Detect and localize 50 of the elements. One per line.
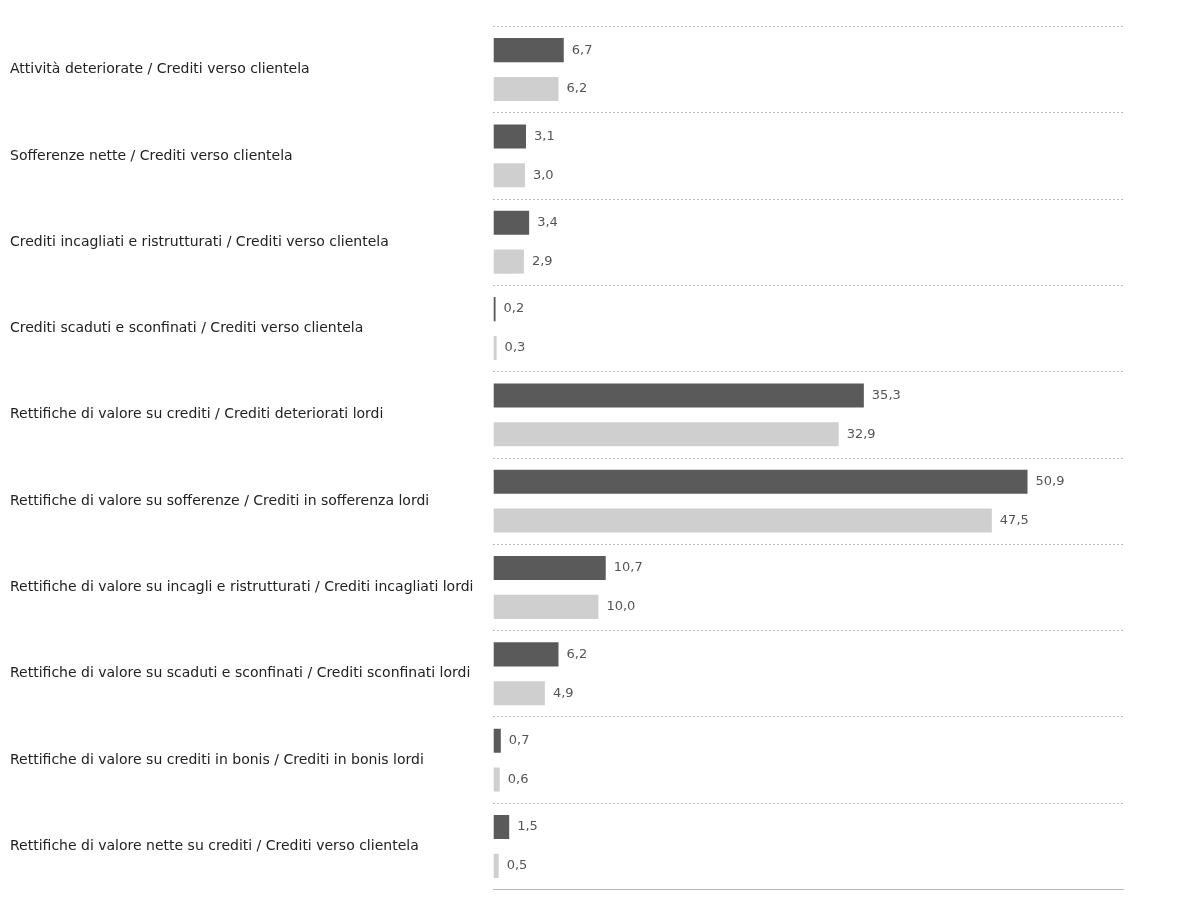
y-tick-label: Rettifiche di valore su incagli e ristrutturati / Crediti incagliati lordi: [10, 578, 474, 595]
bar: [493, 469, 1028, 494]
bar: [493, 76, 559, 102]
bar: [493, 249, 524, 274]
y-tick-label: Attività deteriorate / Crediti verso clientela: [10, 60, 310, 77]
data-label: 6,7: [571, 41, 593, 57]
y-tick-label: Rettifiche di valore su crediti / Crediti deteriorati lordi: [10, 405, 384, 422]
bar: [493, 814, 510, 840]
bar: [493, 383, 864, 408]
bar: [493, 38, 564, 63]
data-label: 6,2: [566, 645, 588, 661]
bar: [493, 728, 501, 753]
bar: [493, 335, 497, 360]
data-label: 0,2: [503, 300, 525, 316]
data-label: 3,4: [537, 214, 558, 230]
data-label: 0,3: [504, 339, 526, 355]
bar: [493, 594, 599, 619]
data-label: 47,5: [999, 511, 1029, 527]
data-label: 50,9: [1035, 473, 1065, 489]
bar: [493, 163, 525, 188]
data-label: 10,0: [606, 598, 636, 614]
data-label: 3,1: [533, 127, 555, 143]
bar: [493, 681, 545, 706]
y-tick-label: Rettifiche di valore su sofferenze / Crediti in sofferenza lordi: [10, 491, 430, 508]
bar: [493, 210, 530, 235]
bar: [493, 853, 499, 878]
data-label: 3,0: [532, 166, 554, 182]
y-tick-label: Rettifiche di valore su crediti in bonis / Crediti in bonis lordi: [10, 750, 424, 767]
data-label: 35,3: [871, 386, 901, 402]
bar: [493, 297, 496, 322]
data-label: 0,5: [506, 857, 528, 873]
data-label: 0,7: [508, 732, 530, 748]
bar: [493, 422, 839, 447]
data-label: 0,6: [507, 770, 529, 786]
y-tick-label: Sofferenze nette / Crediti verso clientela: [10, 146, 293, 163]
data-label: 6,2: [566, 80, 588, 96]
y-tick-label: Rettifiche di valore su scaduti e sconfinati / Crediti sconfinati lordi: [10, 664, 471, 681]
data-label: 2,9: [531, 253, 553, 268]
bar: [493, 642, 559, 667]
bar: [493, 556, 606, 581]
bar: [493, 508, 992, 533]
data-label: 1,5: [517, 818, 538, 834]
y-tick-label: Crediti incagliati e ristrutturati / Crediti verso clientela: [10, 232, 389, 249]
y-tick-label: Crediti scaduti e sconfinati / Crediti verso clientela: [10, 319, 364, 336]
bar: [493, 767, 500, 792]
data-label: 32,9: [846, 425, 876, 441]
y-tick-label: Rettifiche di valore nette su crediti / Crediti verso clientela: [10, 837, 419, 854]
bar: [493, 124, 526, 149]
data-label: 10,7: [613, 559, 643, 575]
data-label: 4,9: [552, 684, 574, 700]
